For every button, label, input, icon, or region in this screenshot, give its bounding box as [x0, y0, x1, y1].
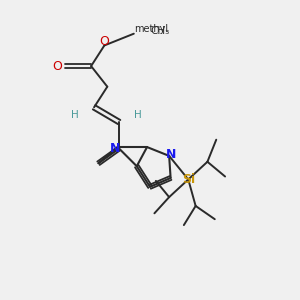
Text: CH₃: CH₃	[150, 26, 169, 36]
Text: Si: Si	[182, 173, 195, 186]
Text: O: O	[99, 34, 109, 48]
Text: methyl: methyl	[134, 24, 169, 34]
Text: O: O	[52, 60, 62, 73]
Text: N: N	[165, 148, 176, 161]
Text: H: H	[134, 110, 142, 120]
Text: H: H	[71, 110, 79, 120]
Text: N: N	[110, 142, 120, 155]
